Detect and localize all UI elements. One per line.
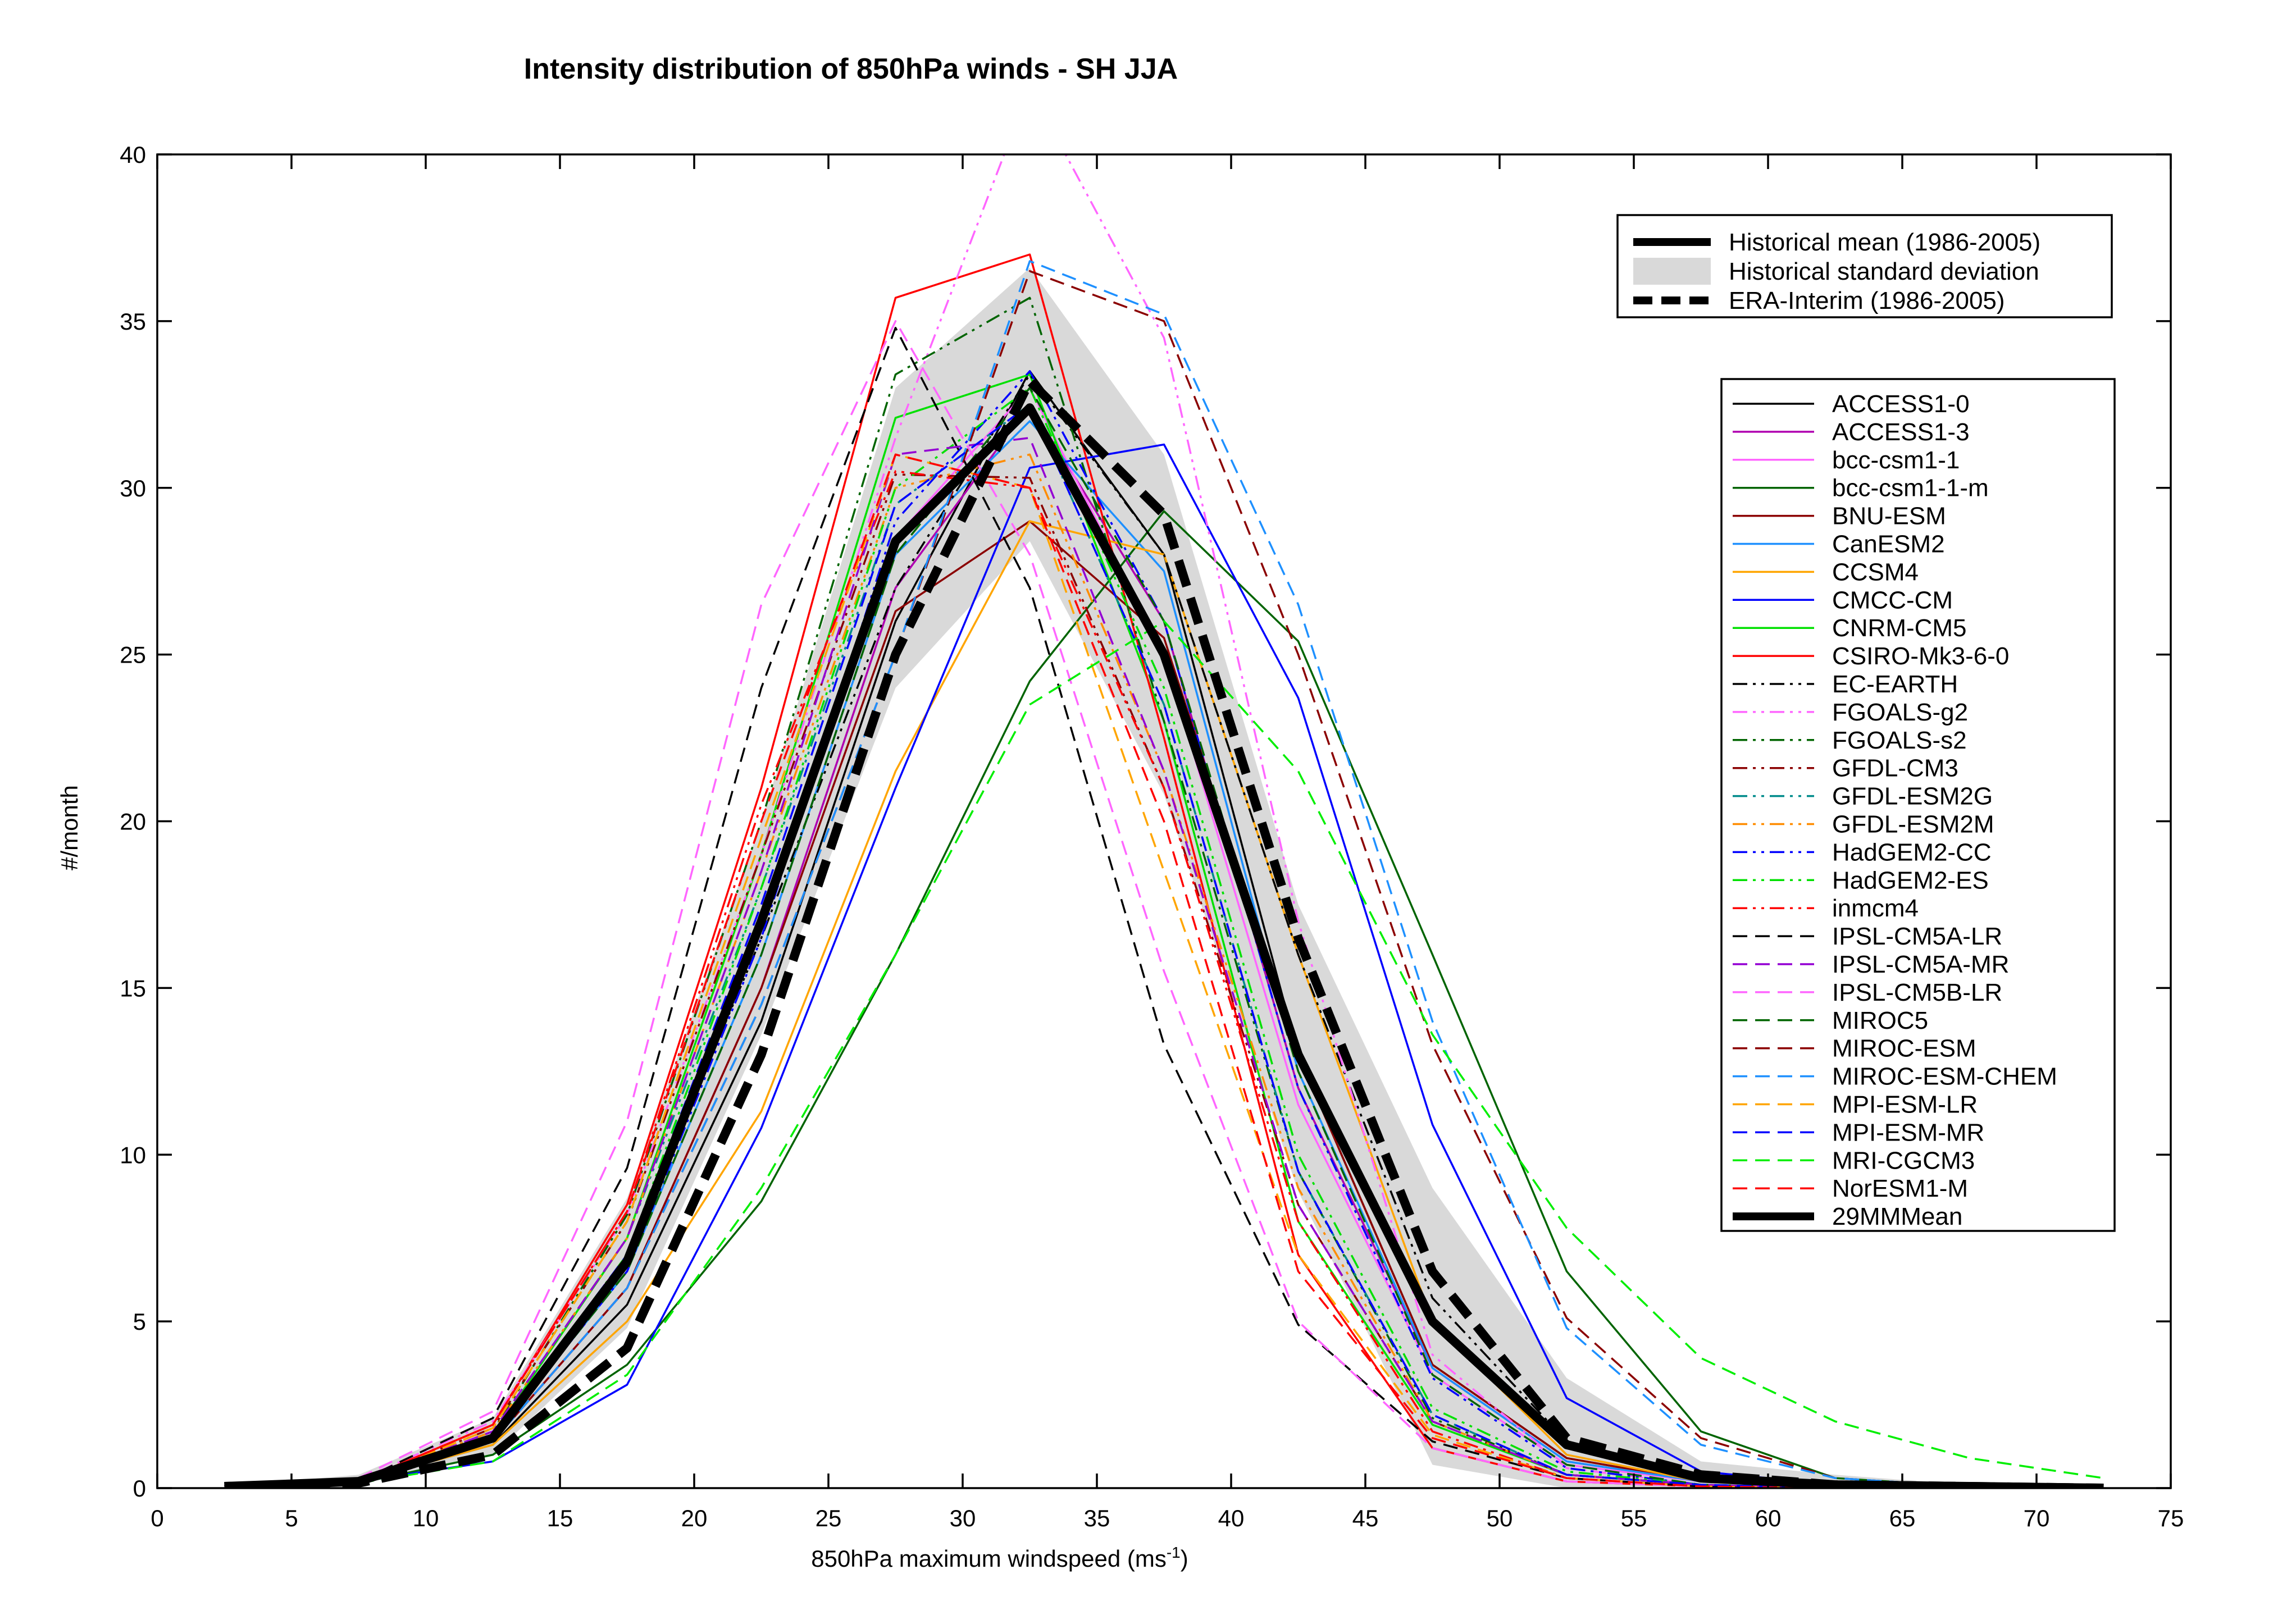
x-tick-label: 45 [1352,1505,1379,1531]
x-tick-label: 20 [681,1505,708,1531]
legend-entry-gfdl-cm3: GFDL-CM3 [1832,755,1958,782]
x-axis-label-text: 850hPa maximum windspeed (ms [811,1545,1167,1572]
legend-swatch-std-band [1633,258,1711,285]
y-tick-label: 25 [120,642,146,668]
legend-entry-mpi-esm-lr: MPI-ESM-LR [1832,1091,1978,1119]
model-legend-box [1720,378,2116,1232]
legend-entry-access1-0: ACCESS1-0 [1832,390,1970,418]
series-line-miroc-esm-chem [224,260,2104,1488]
legend-entry-miroc5: MIROC5 [1832,1007,1928,1034]
y-axis-label: #/month [56,785,83,870]
y-tick-label: 30 [120,475,146,501]
legend-entry-ipsl-cm5a-mr: IPSL-CM5A-MR [1832,951,2009,978]
legend-entry-fgoals-s2: FGOALS-s2 [1832,727,1967,754]
legend-entry-cmcc-cm: CMCC-CM [1832,586,1953,614]
legend-entry-canesm2: CanESM2 [1832,531,1945,558]
legend-entry-ec-earth: EC-EARTH [1832,670,1958,698]
legend-label: ERA-Interim (1986-2005) [1729,287,2005,314]
legend-entry-bcc-csm1-1-m: bcc-csm1-1-m [1832,475,1989,502]
legend-entry-inmcm4: inmcm4 [1832,895,1919,922]
legend-entry-gfdl-esm2m: GFDL-ESM2M [1832,811,1994,838]
legend-entry-bcc-csm1-1: bcc-csm1-1 [1832,446,1960,474]
legend-entry-access1-3: ACCESS1-3 [1832,418,1970,446]
x-tick-label: 10 [413,1505,439,1531]
x-tick-label: 35 [1084,1505,1110,1531]
legend-label: Historical mean (1986-2005) [1729,229,2040,256]
x-tick-label: 30 [950,1505,976,1531]
x-tick-label: 50 [1487,1505,1513,1531]
legend-entry-noresm1-m: NorESM1-M [1832,1175,1968,1202]
legend-entry-cnrm-cm5: CNRM-CM5 [1832,614,1967,642]
historical-mean-line [224,403,2104,1488]
y-tick-label: 5 [133,1308,146,1335]
y-tick-label: 0 [133,1475,146,1502]
legend-entry-mri-cgcm3: MRI-CGCM3 [1832,1147,1975,1174]
legend-entry-bnu-esm: BNU-ESM [1832,503,1946,530]
x-tick-label: 65 [1889,1505,1916,1531]
y-tick-label: 15 [120,975,146,1001]
legend-entry-mpi-esm-mr: MPI-ESM-MR [1832,1119,1984,1146]
legend-entry-fgoals-g2: FGOALS-g2 [1832,699,1968,726]
x-tick-label: 70 [2024,1505,2050,1531]
legend-entry-29mmmean: 29MMMean [1832,1203,1962,1230]
reference-legend: Historical mean (1986-2005)Historical st… [1616,214,2113,318]
legend-entry-ipsl-cm5a-lr: IPSL-CM5A-LR [1832,923,2002,950]
legend-label: Historical standard deviation [1729,258,2039,285]
x-tick-label: 0 [151,1505,163,1531]
x-tick-label: 55 [1621,1505,1647,1531]
x-axis-label: 850hPa maximum windspeed (ms-1) [811,1544,1188,1572]
y-tick-label: 40 [120,142,146,168]
legend-entry-csiro-mk3-6-0: CSIRO-Mk3-6-0 [1832,642,2009,670]
y-tick-label: 10 [120,1142,146,1168]
legend-entry-hadgem2-cc: HadGEM2-CC [1832,838,1992,866]
model-legend: ACCESS1-0ACCESS1-3bcc-csm1-1bcc-csm1-1-m… [1720,378,2116,1232]
legend-entry-gfdl-esm2g: GFDL-ESM2G [1832,783,1993,810]
legend-entry-miroc-esm: MIROC-ESM [1832,1035,1976,1062]
y-tick-label: 20 [120,809,146,835]
x-tick-label: 75 [2158,1505,2184,1531]
axes: 0 5 10 15 20 25 30 35 40 45 50 55 60 65 70 75 0 5 10 15 20 25… [120,142,2184,1531]
x-axis-label-close: ) [1181,1545,1188,1572]
x-tick-label: 5 [285,1505,298,1531]
legend-entry-miroc-esm-chem: MIROC-ESM-CHEM [1832,1063,2057,1091]
x-tick-label: 15 [547,1505,573,1531]
series-line-mri-cgcm3 [224,620,2104,1488]
x-axis-label-unit-exponent: -1 [1167,1544,1181,1561]
legend-entry-ipsl-cm5b-lr: IPSL-CM5B-LR [1832,979,2002,1006]
legend-entry-ccsm4: CCSM4 [1832,558,1919,586]
x-tick-label: 40 [1218,1505,1245,1531]
x-tick-label: 25 [816,1505,842,1531]
legend-entry-hadgem2-es: HadGEM2-ES [1832,866,1989,894]
series-line-hadgem2-es [224,386,2104,1488]
chart-title: Intensity distribution of 850hPa winds -… [524,53,1178,85]
x-tick-label: 60 [1755,1505,1782,1531]
y-tick-label: 35 [120,308,146,335]
